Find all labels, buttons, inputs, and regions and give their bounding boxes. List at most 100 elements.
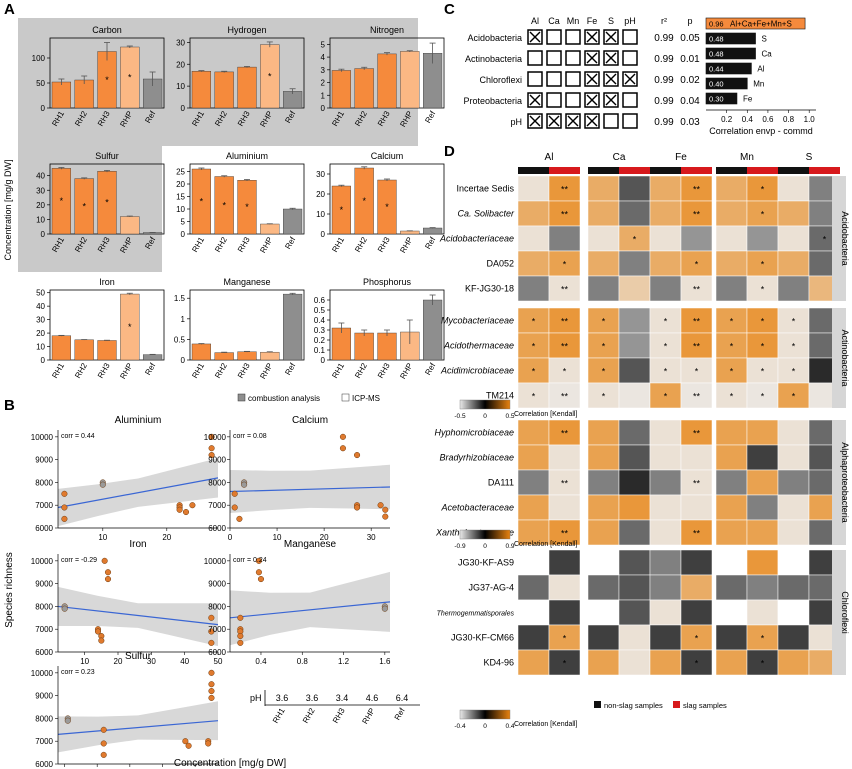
x-tick-label: 30 [147, 657, 156, 666]
heatmap-cell [777, 649, 810, 676]
legend-combustion-label: combustion analysis [248, 394, 320, 403]
heatmap-cell [517, 275, 550, 302]
heatmap-cell [649, 624, 682, 651]
non-slag-bar [778, 167, 809, 174]
heatmap-cell [618, 649, 651, 676]
empty-box [622, 92, 638, 108]
heatmap-cell [680, 494, 713, 521]
x-tick-label: RH1 [330, 361, 346, 380]
heatmap-cell [649, 200, 682, 227]
heatmap-cell [715, 250, 748, 277]
y-tick-label: 0 [41, 104, 46, 113]
legend-combustion-swatch [237, 393, 246, 402]
heatmap-cell [548, 519, 581, 546]
group-strip [832, 308, 846, 408]
cross-mark [586, 52, 598, 64]
bar-panel-title: Carbon [92, 25, 122, 35]
taxon-label: KD4-96 [483, 658, 514, 668]
cross-mark [586, 73, 598, 85]
heatmap-cell [618, 519, 651, 546]
taxon-label: TM214 [486, 391, 514, 401]
bar-rh2 [74, 339, 94, 361]
heatmap-cell [587, 250, 620, 277]
x-tick-label: RH3 [236, 235, 252, 254]
y-tick-label: 0 [181, 230, 186, 239]
correlation-bar-name: Fe [743, 95, 753, 104]
group-strip [832, 176, 846, 301]
y-tick-label: 3 [321, 66, 326, 75]
heatmap-cell [680, 382, 713, 409]
empty-box [565, 29, 581, 45]
data-point [339, 433, 346, 440]
heatmap-cell [715, 549, 748, 576]
bar-rhp [400, 230, 420, 235]
bar-ref [283, 293, 303, 361]
heatmap-cell [777, 332, 810, 359]
empty-box [546, 29, 562, 45]
bar-panel-title: Iron [99, 277, 115, 287]
x-tick-label: 10 [98, 533, 107, 542]
heatmap-cell [746, 649, 779, 676]
panel-label-b: B [4, 397, 15, 414]
data-point [61, 605, 68, 612]
heatmap-cell [777, 624, 810, 651]
y-tick-label: 10 [36, 343, 45, 352]
significance-star: * [385, 202, 389, 212]
legend-slag-swatch [673, 701, 680, 708]
heatmap-cell [649, 419, 682, 446]
significance-star: ** [561, 342, 569, 352]
r2-value: 0.99 [654, 54, 674, 65]
data-point [182, 508, 190, 516]
significance-star: * [563, 260, 567, 270]
significance-star: * [792, 392, 796, 402]
heatmap-cell [649, 444, 682, 471]
significance-star: * [105, 198, 109, 208]
p-value: 0.01 [680, 54, 700, 65]
scatter-panel-title: Sulfur [125, 651, 152, 662]
heatmap-cell [517, 649, 550, 676]
x-tick-label: 0.8 [783, 115, 795, 124]
x-tick-label: RH2 [213, 235, 229, 254]
x-tick-label: 30 [367, 533, 376, 542]
heatmap-cell [618, 275, 651, 302]
color-scale-bar [459, 529, 511, 540]
taxon-label: Mycobacteriaceae [441, 316, 514, 326]
p-value: 0.05 [680, 33, 700, 44]
y-tick-label: 10000 [31, 557, 54, 566]
heatmap-cell [680, 519, 713, 546]
significance-star: * [664, 392, 668, 402]
significance-star: * [761, 185, 765, 195]
x-tick-label: RHP [258, 236, 274, 255]
heatmap-cell [649, 225, 682, 252]
significance-star: * [362, 196, 366, 206]
heatmap-cell [746, 624, 779, 651]
taxon-label: DA111 [488, 478, 514, 488]
significance-star: * [532, 317, 536, 327]
data-point [208, 694, 215, 701]
y-tick-label: 8000 [35, 602, 53, 611]
heatmap-cell [587, 469, 620, 496]
confidence-band [58, 701, 218, 753]
heatmap-cell [746, 382, 779, 409]
heatmap-cell [618, 494, 651, 521]
x-tick-label: 10 [80, 657, 89, 666]
x-tick-label: RH1 [190, 361, 206, 380]
legend-icp-swatch [341, 393, 350, 402]
y-tick-label: 6000 [208, 524, 226, 533]
bar-rh1 [191, 343, 211, 361]
row-label: Chloroflexi [479, 75, 522, 85]
bar-rh1 [331, 70, 351, 109]
heatmap-cell [746, 444, 779, 471]
heatmap-cell [715, 200, 748, 227]
heatmap-cell [548, 649, 581, 676]
x-tick-label: 0.4 [255, 657, 267, 666]
color-scale-tick: 0 [483, 543, 487, 550]
heatmap-cell [587, 419, 620, 446]
significance-star: * [245, 202, 249, 212]
data-point [382, 513, 389, 520]
y-tick-label: 8000 [208, 478, 226, 487]
significance-star: * [532, 342, 536, 352]
x-tick-label: RH3 [96, 361, 112, 380]
y-tick-label: 0.4 [314, 316, 326, 325]
x-tick-label: RH1 [330, 235, 346, 254]
